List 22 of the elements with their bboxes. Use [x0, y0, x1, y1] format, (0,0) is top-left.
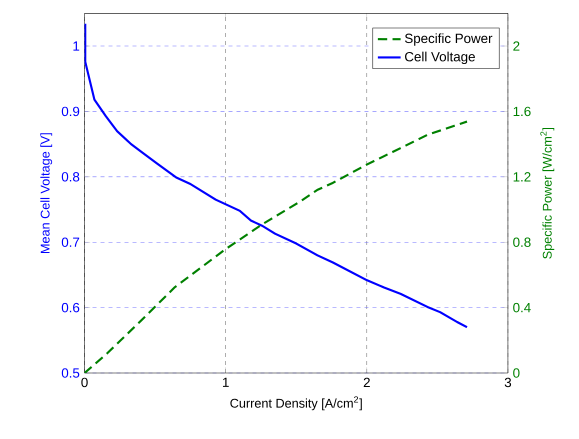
y2-tick-label: 1.6: [514, 106, 531, 116]
y-tick-label: 1: [73, 41, 80, 51]
y-tick-label: 0.7: [62, 238, 80, 247]
y2-tick-label: 0.4: [513, 302, 531, 312]
line-series: [84, 120, 468, 374]
legend-label: Specific Power: [404, 33, 492, 46]
y2-tick-label: 0: [513, 368, 520, 378]
x-tick-label: 0: [81, 378, 88, 388]
y-tick-label: 0.8: [62, 172, 80, 182]
y-axis-title: Mean Cell Voltage [V]: [40, 133, 52, 254]
x-tick-label: 1: [222, 378, 229, 387]
x-tick-label: 3: [504, 378, 512, 388]
y-tick-label: 0.5: [62, 368, 80, 378]
y2-tick-label: 2: [513, 41, 520, 51]
legend-label: Cell Voltage: [405, 52, 475, 64]
x-axis-title: Current Density [A/cm$^{2}$]: [230, 396, 362, 410]
y2-tick-label: 0.8: [513, 238, 531, 247]
y2-axis-title: Specific Power [W/cm$^{2}$]: [540, 128, 554, 259]
y-tick-label: 0.9: [62, 106, 80, 116]
y2-tick-label: 1.2: [514, 172, 531, 182]
x-tick-label: 2: [364, 378, 370, 388]
y-tick-label: 0.6: [62, 302, 80, 312]
